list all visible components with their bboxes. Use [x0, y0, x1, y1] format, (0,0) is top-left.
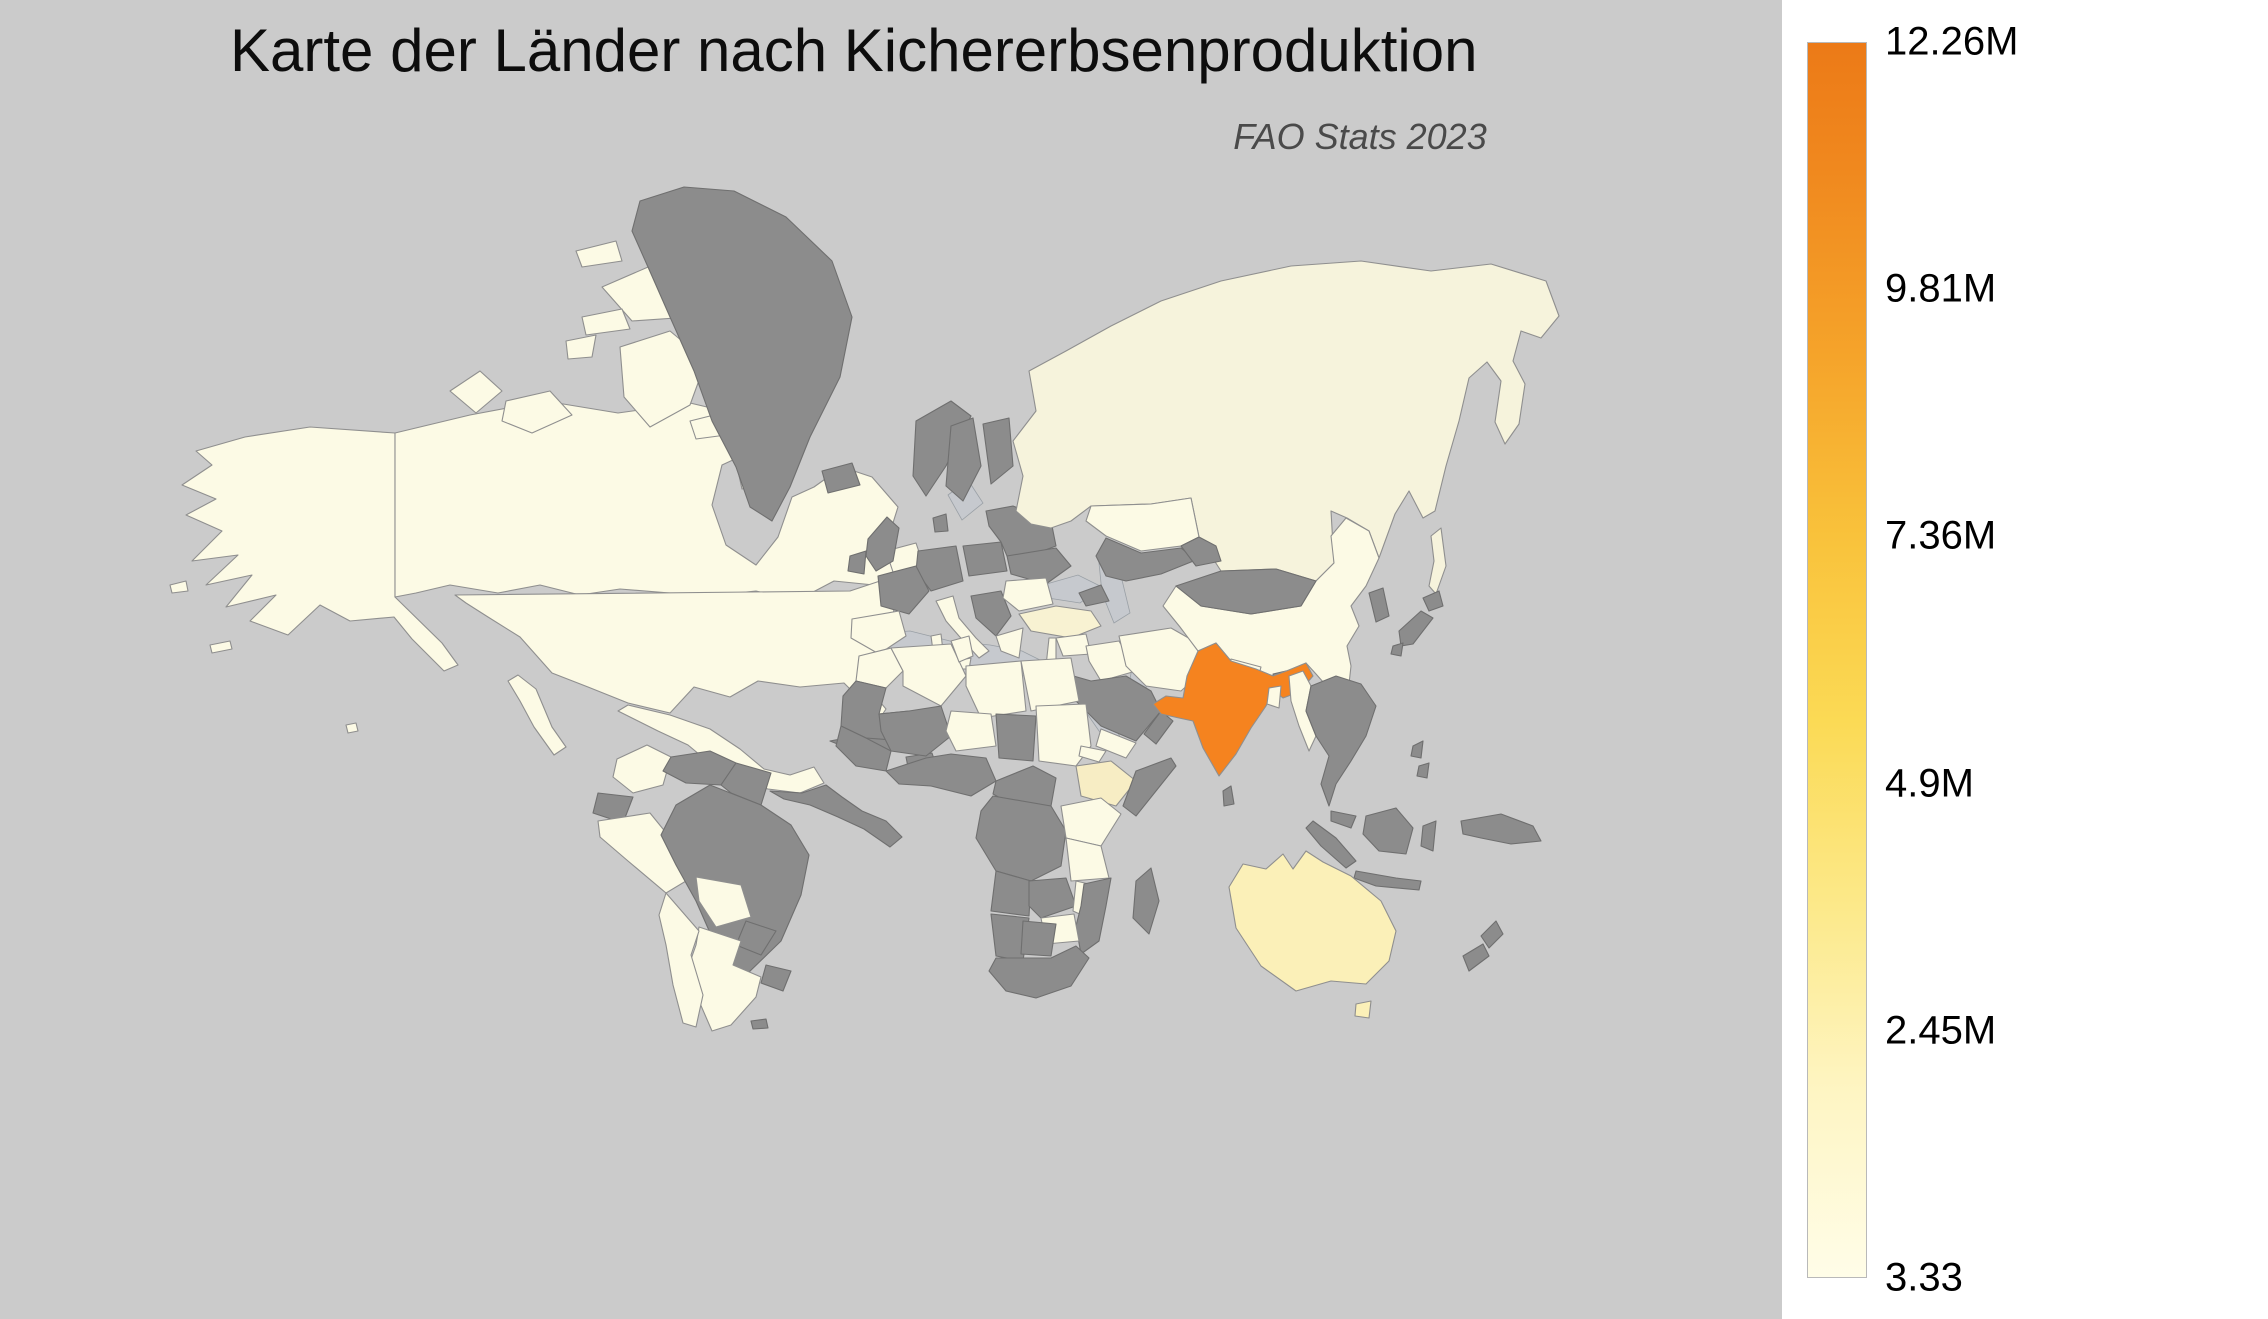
- country-mali: [878, 705, 952, 757]
- country-madagascar: [1132, 867, 1160, 935]
- country-turkey[interactable]: [1018, 605, 1102, 639]
- country-sri-lanka: [1222, 785, 1235, 807]
- colorbar-ticks: 12.26M 9.81M 7.36M 4.9M 2.45M 3.33: [1885, 20, 2245, 1300]
- country-indochina: [1305, 675, 1377, 807]
- country-canada-arctic-a[interactable]: [565, 334, 597, 360]
- country-finland: [982, 417, 1014, 485]
- country-italy[interactable]: [935, 595, 990, 659]
- country-eritrea[interactable]: [1078, 745, 1107, 763]
- country-greece[interactable]: [995, 627, 1024, 659]
- country-somalia: [1122, 757, 1177, 817]
- country-alaska[interactable]: [181, 426, 459, 672]
- country-france: [877, 565, 930, 615]
- country-egypt[interactable]: [1020, 657, 1080, 712]
- country-ireland: [847, 550, 867, 575]
- country-chad: [995, 713, 1037, 762]
- colorbar-tick: 4.9M: [1885, 761, 1974, 806]
- country-tasmania[interactable]: [1354, 1000, 1372, 1019]
- country-uganda-kenya[interactable]: [1060, 797, 1122, 847]
- country-romania-bulgaria[interactable]: [1002, 577, 1054, 612]
- country-oman: [1143, 710, 1174, 745]
- country-india[interactable]: [1152, 642, 1314, 777]
- country-canada[interactable]: [394, 400, 903, 602]
- country-nigeria-west-coast: [885, 753, 997, 797]
- country-angola: [990, 870, 1032, 917]
- country-mongolia: [1175, 568, 1317, 615]
- country-drc: [975, 795, 1067, 882]
- country-poland: [962, 541, 1008, 577]
- country-morocco[interactable]: [855, 647, 904, 689]
- country-caucasus: [1078, 584, 1110, 607]
- country-uzbekistan-turkmenistan: [1095, 537, 1197, 582]
- country-ethiopia[interactable]: [1075, 760, 1137, 807]
- country-philippines-b: [1416, 762, 1430, 779]
- country-balkans: [970, 590, 1012, 637]
- country-denmark: [932, 513, 949, 533]
- country-paraguay: [735, 920, 777, 956]
- country-mozambique: [1075, 877, 1112, 955]
- country-algeria[interactable]: [890, 643, 967, 707]
- country-mexico[interactable]: [617, 704, 825, 794]
- country-spain[interactable]: [850, 610, 907, 655]
- country-canada-arctic-c[interactable]: [575, 240, 623, 268]
- colorbar-tick-max: 12.26M: [1885, 19, 2019, 64]
- country-canada-victoria-island[interactable]: [501, 390, 573, 434]
- country-kyrgyzstan-tajikistan: [1180, 536, 1222, 567]
- country-malaysia: [1330, 810, 1357, 829]
- country-hawaii[interactable]: [345, 722, 359, 734]
- country-new-zealand-south: [1462, 943, 1490, 972]
- country-botswana: [1020, 920, 1057, 957]
- colorbar-tick: 2.45M: [1885, 1008, 1997, 1053]
- country-tunisia[interactable]: [950, 635, 974, 663]
- country-central-america: [769, 784, 903, 848]
- country-australia[interactable]: [1228, 850, 1397, 992]
- country-korea: [1368, 587, 1390, 623]
- country-zambia: [1028, 877, 1077, 919]
- country-st-lawrence-island[interactable]: [169, 580, 189, 594]
- country-chile[interactable]: [658, 892, 704, 1028]
- country-syria[interactable]: [1055, 633, 1092, 657]
- country-south-africa: [988, 945, 1090, 999]
- country-peru[interactable]: [597, 812, 697, 894]
- country-borneo: [1362, 807, 1414, 855]
- colorbar-tick-min: 3.33: [1885, 1255, 1963, 1300]
- colorbar-tick: 9.81M: [1885, 266, 1997, 311]
- country-iceland: [821, 462, 861, 494]
- country-libya[interactable]: [965, 660, 1027, 719]
- country-sakhalin[interactable]: [1428, 527, 1447, 595]
- country-japan-hokkaido: [1422, 590, 1444, 612]
- country-philippines-a: [1410, 740, 1424, 759]
- country-canada-banks-island[interactable]: [449, 370, 503, 414]
- country-new-guinea: [1460, 813, 1542, 845]
- country-bangladesh[interactable]: [1266, 685, 1282, 709]
- country-falklands: [750, 1018, 769, 1030]
- world-map[interactable]: [150, 165, 1600, 1165]
- country-greenland: [631, 186, 853, 522]
- legend-panel: 12.26M 9.81M 7.36M 4.9M 2.45M 3.33: [1782, 0, 2268, 1319]
- country-uruguay: [760, 964, 792, 992]
- country-russia[interactable]: [1012, 260, 1560, 582]
- country-sweden: [945, 417, 982, 502]
- country-ukraine: [1006, 547, 1072, 585]
- country-new-zealand-north: [1480, 920, 1504, 949]
- country-japan-kyushu: [1390, 642, 1404, 657]
- country-canada-devon[interactable]: [581, 308, 631, 336]
- page-title: Karte der Länder nach Kichererbsenproduk…: [230, 17, 1478, 84]
- country-mexico-baja[interactable]: [507, 674, 567, 756]
- country-aleutians[interactable]: [209, 640, 233, 654]
- country-canada-baffin-island[interactable]: [619, 330, 707, 428]
- map-canvas[interactable]: Karte der Länder nach Kichererbsenproduk…: [0, 0, 1782, 1319]
- country-japan-honshu: [1398, 610, 1434, 647]
- colorbar-tick: 7.36M: [1885, 513, 1997, 558]
- country-sulawesi: [1420, 820, 1437, 852]
- country-bolivia[interactable]: [695, 876, 752, 928]
- page-subtitle: FAO Stats 2023: [1233, 116, 1487, 157]
- country-colombia[interactable]: [612, 744, 672, 794]
- country-sumatra: [1305, 820, 1357, 869]
- country-yemen[interactable]: [1095, 728, 1137, 759]
- country-niger[interactable]: [945, 710, 997, 752]
- colorbar: [1807, 42, 1867, 1278]
